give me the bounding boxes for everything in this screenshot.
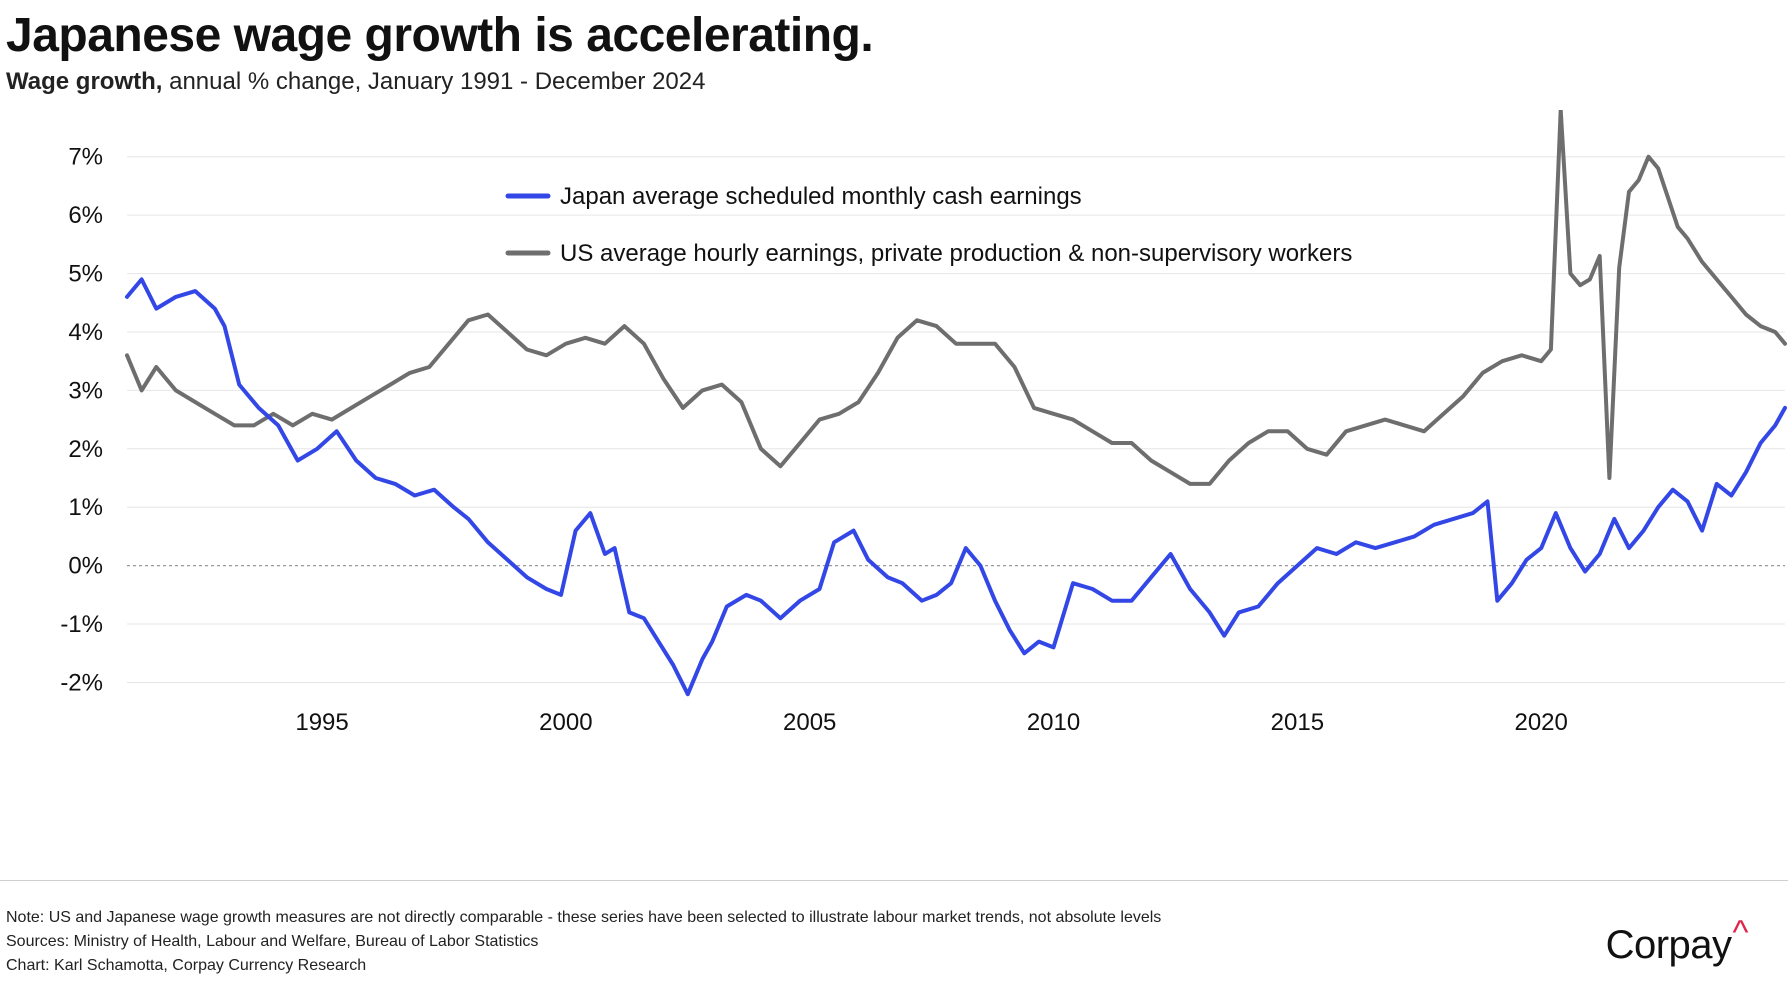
legend: Japan average scheduled monthly cash ear… (505, 183, 1352, 267)
chart-title: Japanese wage growth is accelerating. (6, 9, 874, 62)
x-axis: 1995 2000 2005 2010 2015 2020 (295, 709, 1568, 736)
corpay-logo: Corpay^ (1605, 914, 1749, 968)
x-tick-label: 2015 (1271, 709, 1324, 736)
series-layer (125, 110, 1787, 697)
grid-lines (127, 156, 1785, 683)
line-chart: -2% -1% 0% 1% 2% 3% 4% 5% 6% 7% 1995 2000 2005 2010 2… (60, 110, 1787, 736)
japan-series-line (125, 277, 1787, 697)
y-tick-label: 1% (68, 494, 103, 521)
y-tick-label: 3% (68, 377, 103, 404)
y-tick-label: 5% (68, 261, 103, 288)
footer-credit: Chart: Karl Schamotta, Corpay Currency R… (6, 957, 367, 974)
footer-note: Note: US and Japanese wage growth measur… (6, 909, 1162, 926)
subtitle-bold: Wage growth, (6, 68, 163, 95)
logo-text: Corpay (1605, 923, 1732, 967)
y-axis: -2% -1% 0% 1% 2% 3% 4% 5% 6% 7% (60, 144, 103, 697)
y-tick-label: 2% (68, 436, 103, 463)
x-tick-label: 2020 (1514, 709, 1567, 736)
chart-subtitle: Wage growth, annual % change, January 19… (6, 68, 705, 96)
y-tick-label: -1% (60, 611, 103, 638)
logo-caret-icon: ^ (1732, 914, 1749, 952)
y-tick-label: 6% (68, 202, 103, 229)
x-tick-label: 2000 (539, 709, 592, 736)
y-tick-label: 7% (68, 144, 103, 171)
y-tick-label: -2% (60, 669, 103, 696)
footer-divider (0, 880, 1788, 881)
footer-sources: Sources: Ministry of Health, Labour and … (6, 933, 539, 950)
x-tick-label: 1995 (295, 709, 348, 736)
x-tick-label: 2010 (1027, 709, 1080, 736)
legend-label: Japan average scheduled monthly cash ear… (560, 183, 1082, 210)
x-tick-label: 2005 (783, 709, 836, 736)
footer-notes: Note: US and Japanese wage growth measur… (6, 906, 1161, 978)
us-series-line (125, 110, 1787, 486)
legend-label: US average hourly earnings, private prod… (560, 240, 1352, 267)
y-tick-label: 4% (68, 319, 103, 346)
y-tick-label: 0% (68, 553, 103, 580)
subtitle-rest: annual % change, January 1991 - December… (162, 68, 706, 95)
